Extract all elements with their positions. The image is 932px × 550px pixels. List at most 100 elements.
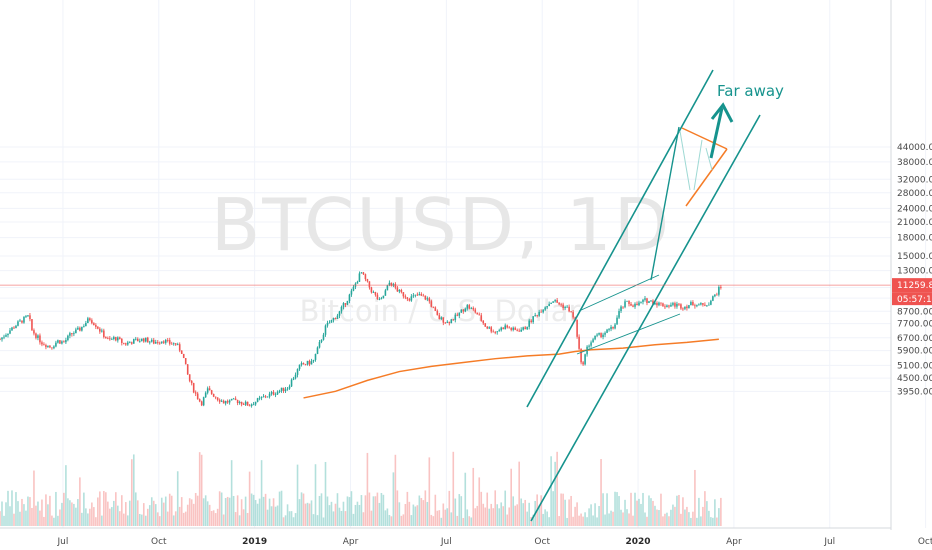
candle-body xyxy=(87,318,89,324)
candle-body xyxy=(564,306,566,308)
volume-bar xyxy=(230,460,233,526)
volume-bar xyxy=(178,506,181,526)
candle-body xyxy=(694,305,696,307)
volume-bar xyxy=(658,510,660,526)
volume-bar xyxy=(352,513,355,526)
volume-bar xyxy=(484,507,487,526)
candle-body xyxy=(23,316,25,323)
candle-body xyxy=(180,350,183,354)
volume-bar xyxy=(640,503,642,526)
volume-bar xyxy=(132,454,135,526)
candle-body xyxy=(502,327,505,330)
volume-bar xyxy=(338,507,341,526)
last-price-tag: 11259.82 05:57:13 xyxy=(892,278,932,306)
candle-body xyxy=(362,272,365,275)
candle-body xyxy=(85,323,87,327)
channel-lower-line xyxy=(530,114,761,522)
candle-body xyxy=(360,272,363,274)
volume-bar xyxy=(460,496,463,526)
volume-bar xyxy=(592,515,594,526)
volume-bar xyxy=(188,498,191,526)
candle-body xyxy=(224,401,227,404)
candle-body xyxy=(194,392,197,394)
volume-bar xyxy=(13,513,15,526)
volume-bar xyxy=(676,495,678,526)
candle-body xyxy=(252,404,255,406)
candle-body xyxy=(478,314,481,316)
volume-bar xyxy=(164,496,167,526)
volume-bar xyxy=(264,493,267,526)
volume-bar xyxy=(580,513,582,526)
candle-body xyxy=(474,309,477,313)
volume-bar xyxy=(89,508,91,526)
candle-body xyxy=(79,327,81,331)
time-tick-label: 2020 xyxy=(626,537,651,547)
volume-bar xyxy=(17,501,19,526)
candle-body xyxy=(696,305,698,307)
candle-body xyxy=(490,327,493,332)
volume-bar xyxy=(274,506,277,526)
volume-bar xyxy=(280,490,283,526)
volume-bar xyxy=(668,516,670,526)
volume-bar xyxy=(358,504,361,526)
volume-bar xyxy=(194,492,197,526)
volume-bar xyxy=(618,496,620,526)
volume-bar xyxy=(103,490,105,526)
volume-bar xyxy=(450,512,453,526)
candle-body xyxy=(400,289,403,293)
candle-body xyxy=(77,327,79,330)
volume-bar xyxy=(176,471,179,526)
volume-bar xyxy=(672,504,674,526)
volume-bar xyxy=(206,501,209,526)
volume-bar xyxy=(308,503,311,526)
candle-body xyxy=(672,303,674,305)
volume-bar xyxy=(638,498,640,526)
volume-bar xyxy=(320,493,323,526)
volume-bar xyxy=(109,508,111,526)
candle-body xyxy=(424,295,427,300)
candle-body xyxy=(358,273,361,282)
candle-body xyxy=(254,401,257,405)
volume-bar xyxy=(424,490,427,526)
volume-bar xyxy=(196,495,199,526)
volume-bar xyxy=(19,511,21,526)
volume-bar xyxy=(600,459,602,526)
volume-bar xyxy=(504,490,507,526)
volume-bar xyxy=(472,467,475,526)
volume-bar xyxy=(630,492,632,526)
volume-bar xyxy=(546,511,548,526)
volume-bar xyxy=(624,499,626,526)
volume-bar xyxy=(434,494,437,526)
candle-body xyxy=(624,301,626,308)
volume-bar xyxy=(532,514,534,526)
volume-bar xyxy=(538,505,540,526)
volume-bar xyxy=(392,472,395,526)
volume-bar xyxy=(608,513,610,526)
candle-body xyxy=(186,364,189,375)
volume-bar xyxy=(344,511,347,526)
candle-body xyxy=(472,307,475,310)
candle-body xyxy=(398,289,401,292)
candle-body xyxy=(664,306,666,308)
volume-bar xyxy=(506,514,509,526)
volume-bar xyxy=(710,517,712,526)
price-tick-label: 32000.00 xyxy=(897,175,932,185)
volume-bar xyxy=(712,517,714,526)
volume-bar xyxy=(242,509,245,526)
volume-bar xyxy=(59,509,61,526)
volume-bar xyxy=(680,513,682,526)
candle-body xyxy=(364,274,367,280)
volume-bar xyxy=(442,503,445,526)
volume-bar xyxy=(29,497,31,526)
volume-bar xyxy=(304,503,307,526)
candle-body xyxy=(288,386,291,389)
volume-bar xyxy=(700,516,702,526)
candle-body xyxy=(57,340,59,343)
volume-bar xyxy=(402,514,405,526)
candle-body xyxy=(109,338,111,340)
volume-bar xyxy=(610,510,612,526)
volume-bar xyxy=(260,460,263,526)
candle-body xyxy=(264,396,267,398)
candle-body xyxy=(322,334,325,340)
